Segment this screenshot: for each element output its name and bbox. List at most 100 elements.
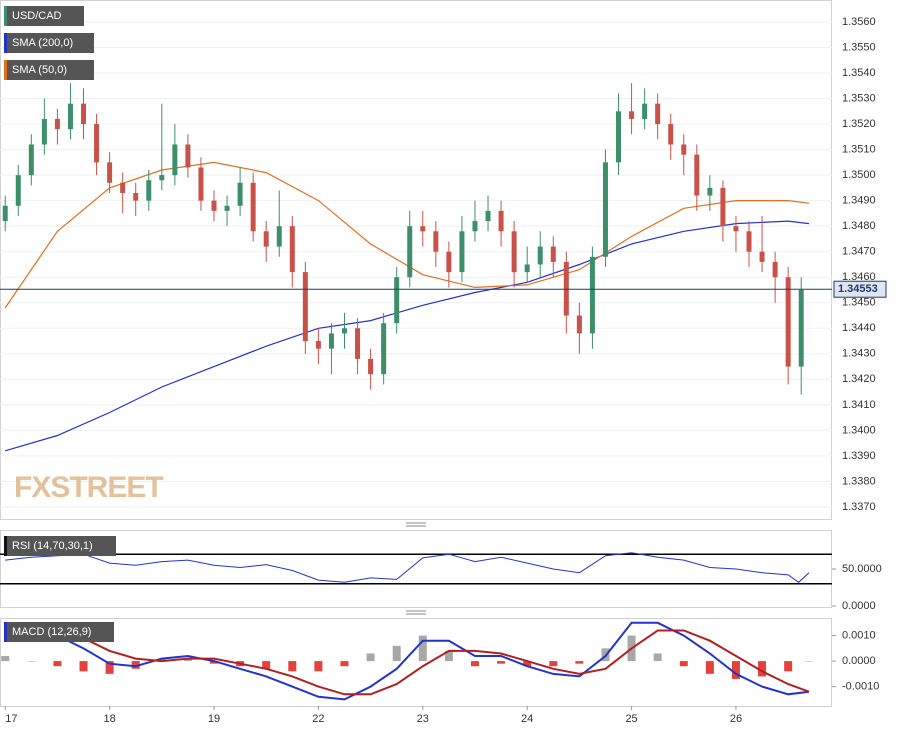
candle-body xyxy=(733,226,739,232)
macd-line xyxy=(5,621,810,701)
candle-body xyxy=(250,182,256,232)
legend-swatch xyxy=(4,536,7,556)
candle-body xyxy=(185,144,191,168)
y-tick-label: 1.3540 xyxy=(842,67,876,79)
candle-body xyxy=(746,231,752,252)
candle-body xyxy=(67,103,73,130)
candle-body xyxy=(446,251,452,273)
legend-swatch xyxy=(4,622,7,642)
y-tick-label: 1.3400 xyxy=(842,424,876,436)
candle-body xyxy=(107,162,113,183)
histogram-bar xyxy=(340,661,349,667)
histogram-bar xyxy=(262,661,271,669)
legend-label: SMA (200,0) xyxy=(12,37,73,49)
candle-body xyxy=(302,272,308,342)
candle-body xyxy=(341,328,347,334)
y-tick-label: 1.3480 xyxy=(842,220,876,232)
rsi-panel xyxy=(0,530,832,608)
histogram-bar xyxy=(549,661,558,667)
candle-body xyxy=(159,175,165,181)
candle-body xyxy=(328,333,334,349)
rsi-line xyxy=(5,552,810,583)
legend-label: MACD (12,26,9) xyxy=(12,626,91,638)
y-tick-label: 1.3550 xyxy=(842,41,876,53)
candle-body xyxy=(211,200,217,211)
histogram-bar xyxy=(679,661,688,667)
y-tick-label: 1.3410 xyxy=(842,399,876,411)
x-tick-label: 19 xyxy=(208,713,220,725)
candle-body xyxy=(420,226,426,232)
y-tick-label: 1.3370 xyxy=(842,501,876,513)
y-tick-label: 1.3450 xyxy=(842,297,876,309)
candle-body xyxy=(694,154,700,196)
y-tick-label: -0.0010 xyxy=(842,681,879,693)
candle-body xyxy=(276,226,282,247)
candle-body xyxy=(237,182,243,206)
sma-line xyxy=(4,161,810,309)
candle-body xyxy=(759,251,765,262)
candle-body xyxy=(224,205,230,211)
y-tick-label: 1.3560 xyxy=(842,16,876,28)
y-tick-label: 1.3520 xyxy=(842,118,876,130)
histogram-bar xyxy=(27,661,36,662)
y-tick-label: 0.0000 xyxy=(842,600,876,612)
y-tick-label: 0.0000 xyxy=(842,655,876,667)
histogram-bar xyxy=(131,661,140,669)
candle-body xyxy=(315,341,321,349)
candle-body xyxy=(589,256,595,334)
histogram-bar xyxy=(470,661,479,667)
candle-body xyxy=(629,111,635,119)
candle-body xyxy=(798,289,804,367)
candle-body xyxy=(642,103,648,119)
x-tick-label: 23 xyxy=(417,713,429,725)
y-tick-label: 1.3530 xyxy=(842,92,876,104)
macd-line xyxy=(5,626,810,696)
histogram-bar xyxy=(105,661,114,674)
histogram-bar xyxy=(653,653,662,662)
histogram-bar xyxy=(392,645,401,662)
candle-body xyxy=(537,246,543,265)
histogram-bar xyxy=(53,661,62,667)
histogram-bar xyxy=(497,661,506,664)
y-tick-label: 1.3440 xyxy=(842,322,876,334)
resize-handle[interactable] xyxy=(406,522,426,615)
y-tick-label: 1.3460 xyxy=(842,271,876,283)
histogram-bar xyxy=(523,661,532,667)
histogram-bar xyxy=(288,661,297,672)
histogram-bar xyxy=(805,661,814,662)
legend-box xyxy=(4,6,84,26)
histogram-bar xyxy=(1,656,10,662)
candle-body xyxy=(616,111,622,163)
legend-box xyxy=(4,33,94,53)
candle-body xyxy=(355,328,361,359)
candle-body xyxy=(54,118,60,130)
candle-body xyxy=(15,175,21,206)
candle-body xyxy=(81,103,87,125)
last-price-label: 1.34553 xyxy=(838,283,878,295)
y-tick-label: 1.3420 xyxy=(842,373,876,385)
candle-body xyxy=(94,124,100,163)
candle-body xyxy=(28,144,34,176)
candle-body xyxy=(368,358,374,375)
legend-label: USD/CAD xyxy=(12,10,62,22)
y-tick-label: 1.3380 xyxy=(842,475,876,487)
y-tick-label: 50.0000 xyxy=(842,563,882,575)
candle-body xyxy=(668,124,674,145)
y-tick-label: 1.3390 xyxy=(842,450,876,462)
legend-label: RSI (14,70,30,1) xyxy=(12,540,93,552)
candle-body xyxy=(407,226,413,278)
main-panel xyxy=(0,0,832,520)
candle-body xyxy=(602,162,608,257)
legend-label: SMA (50,0) xyxy=(12,64,67,76)
y-tick-label: 0.0010 xyxy=(842,630,876,642)
y-tick-label: 1.3500 xyxy=(842,169,876,181)
y-tick-label: 1.3470 xyxy=(842,246,876,258)
candle-body xyxy=(563,261,569,316)
candle-body xyxy=(433,231,439,252)
histogram-bar xyxy=(731,661,740,679)
histogram-bar xyxy=(79,661,88,672)
histogram-bar xyxy=(444,650,453,662)
legend-swatch xyxy=(4,6,7,26)
x-tick-label: 26 xyxy=(730,713,742,725)
